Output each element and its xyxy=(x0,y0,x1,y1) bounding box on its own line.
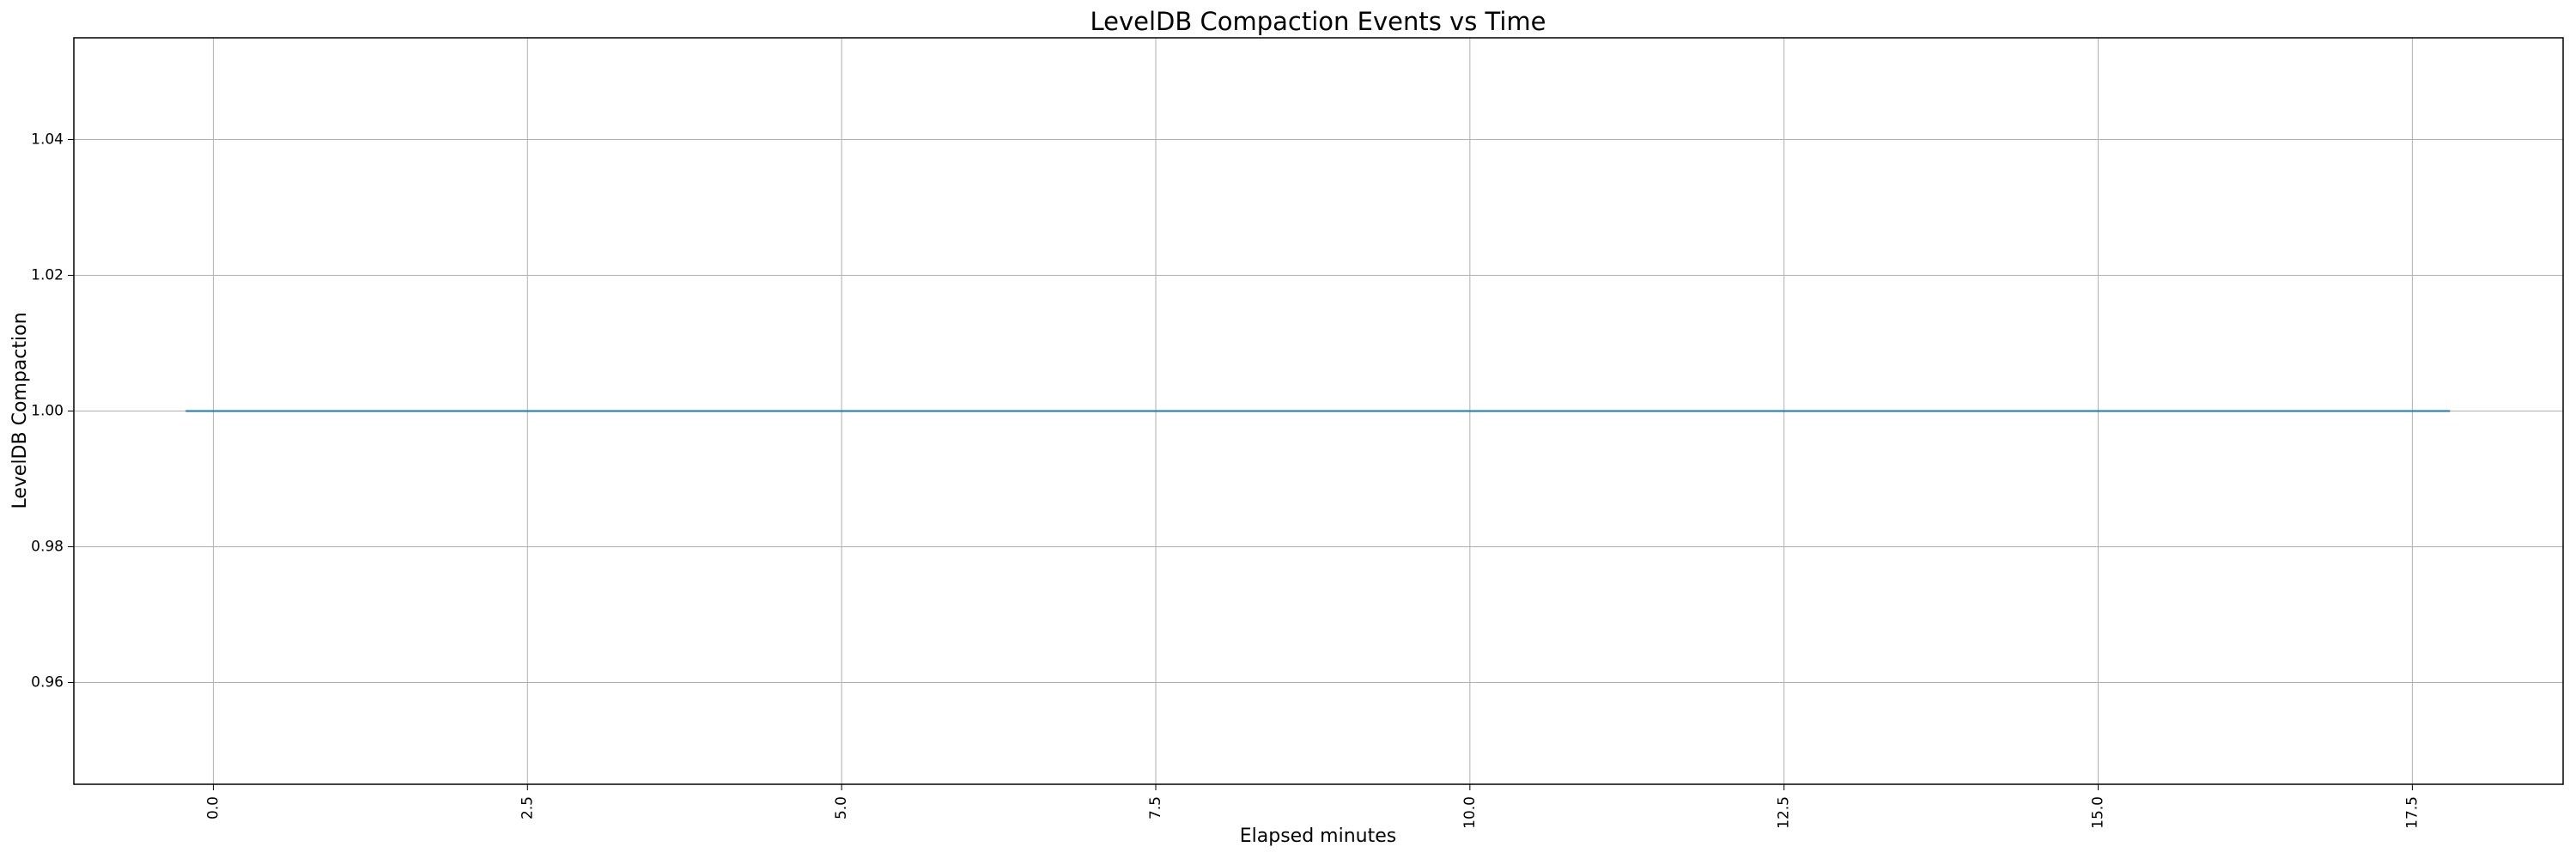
y-tick-label: 1.04 xyxy=(31,131,64,149)
x-tick-label: 10.0 xyxy=(1461,796,1479,829)
x-tick-label: 5.0 xyxy=(833,796,850,819)
plot-frame xyxy=(73,37,2564,785)
y-tick-label: 1.00 xyxy=(31,403,64,420)
x-tick-label: 2.5 xyxy=(519,796,536,819)
y-tick-label: 0.98 xyxy=(31,539,64,556)
y-tick-label: 0.96 xyxy=(31,674,64,691)
y-axis-label: LevelDB Compaction xyxy=(9,312,31,509)
x-tick-label: 7.5 xyxy=(1147,796,1164,819)
x-tick-label: 15.0 xyxy=(2090,796,2107,829)
x-axis-label: Elapsed minutes xyxy=(1240,825,1396,847)
y-tick-label: 1.02 xyxy=(31,267,64,284)
x-tick-label: 17.5 xyxy=(2403,796,2421,829)
x-tick-label: 0.0 xyxy=(204,796,222,819)
x-tick-label: 12.5 xyxy=(1776,796,1793,829)
chart-title: LevelDB Compaction Events vs Time xyxy=(1091,7,1546,36)
